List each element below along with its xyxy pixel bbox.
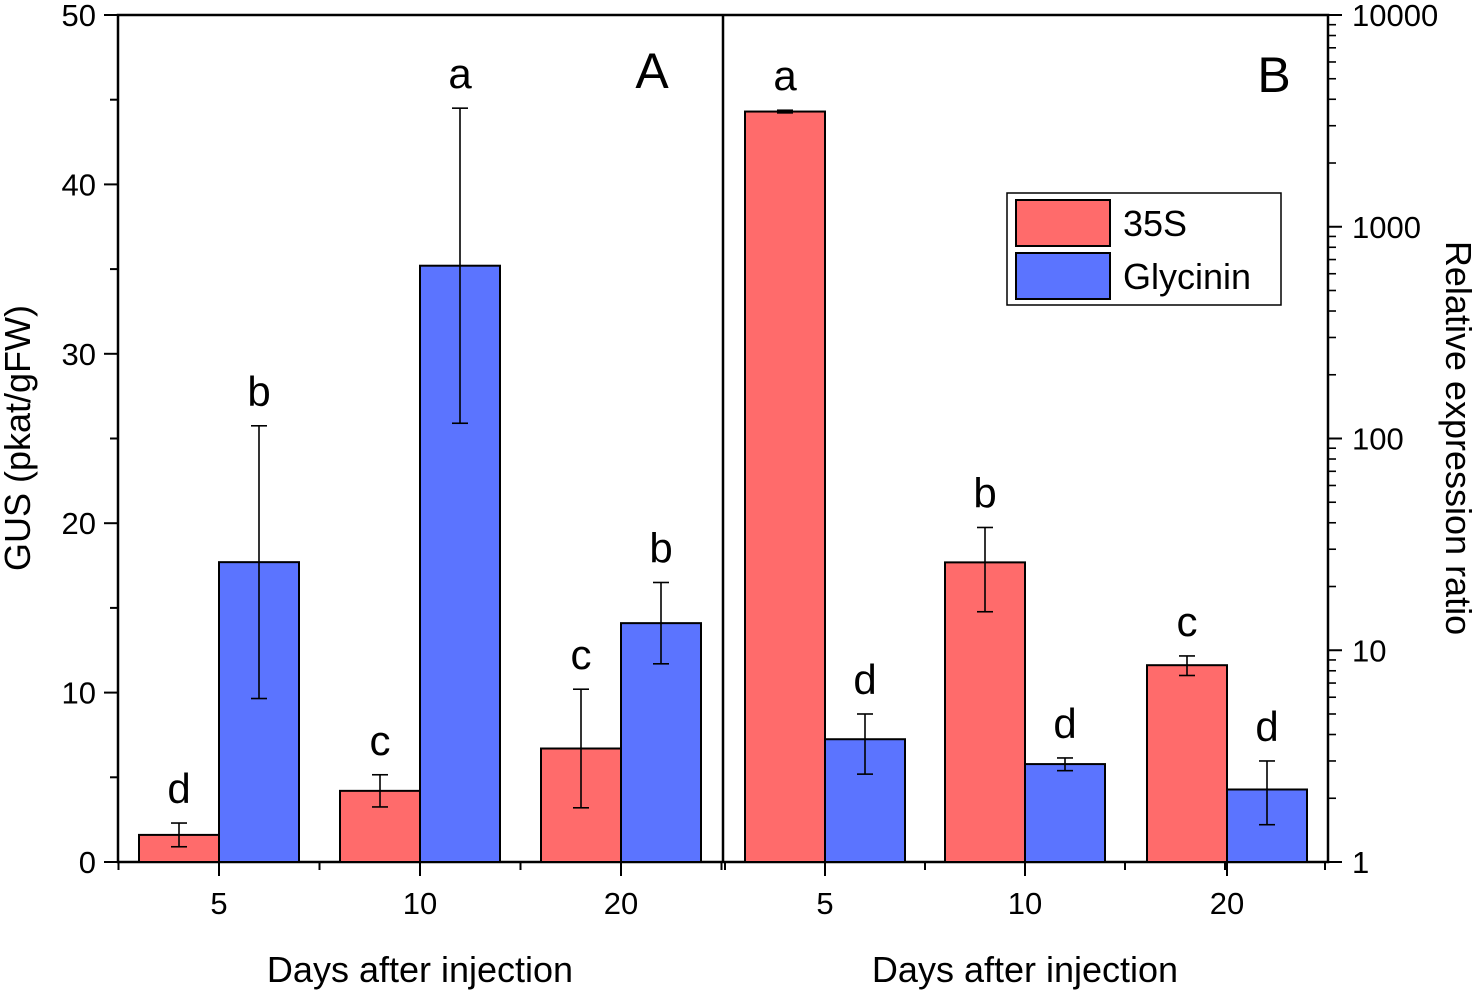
legend-label-35s: 35S (1123, 203, 1187, 244)
axis-tick-labels: 0 10 20 30 40 50 1 10 100 1000 10000 5 10 20 5 10 20 (62, 0, 1439, 921)
legend: 35S Glycinin (1006, 192, 1282, 306)
bar-glycinin-1 (1024, 763, 1106, 863)
left-y-tick-label: 0 (79, 845, 96, 880)
left-y-tick-label: 30 (62, 337, 96, 372)
significance-letter-35s-2: c (571, 631, 592, 678)
significance-letter-glycinin-1: a (448, 50, 472, 97)
panel-a-x-tick-label: 10 (403, 886, 437, 921)
right-y-tick-label: 10 (1352, 633, 1386, 668)
panel-a-label: A (635, 43, 669, 99)
significance-letter-35s-0: a (773, 52, 797, 99)
right-y-axis-title: Relative expression ratio (1438, 241, 1476, 635)
right-y-tick-label: 10000 (1352, 0, 1438, 33)
panel-a-x-tick-label: 5 (210, 886, 227, 921)
panel-a-x-axis-title: Days after injection (267, 949, 573, 990)
right-y-tick-label: 100 (1352, 422, 1404, 457)
legend-swatch-glycinin (1015, 252, 1111, 300)
left-y-tick-label: 20 (62, 506, 96, 541)
significance-letter-glycinin-0: d (853, 656, 876, 703)
axis-ticks (104, 14, 1342, 876)
panel-a-x-tick-label: 20 (604, 886, 638, 921)
significance-letter-glycinin-1: d (1053, 700, 1076, 747)
right-y-tick-label: 1000 (1352, 210, 1421, 245)
bar-35s-2 (1146, 664, 1228, 864)
panel-b-bars: a b c d d d (744, 52, 1308, 864)
significance-letter-35s-1: b (973, 469, 996, 516)
left-y-tick-label: 10 (62, 676, 96, 711)
significance-letter-glycinin-2: d (1255, 703, 1278, 750)
legend-label-glycinin: Glycinin (1123, 256, 1251, 297)
panel-b-x-tick-label: 5 (816, 886, 833, 921)
panel-b-x-axis-title: Days after injection (872, 949, 1178, 990)
significance-letter-35s-2: c (1177, 598, 1198, 645)
legend-swatch-35s (1015, 199, 1111, 247)
significance-letter-35s-1: c (370, 717, 391, 764)
panel-a-bars: d c c b a b (138, 50, 702, 864)
significance-letter-35s-0: d (167, 765, 190, 812)
panel-b-x-tick-label: 20 (1210, 886, 1244, 921)
panel-b-label: B (1257, 47, 1290, 103)
right-y-tick-label: 1 (1352, 845, 1369, 880)
significance-letter-glycinin-2: b (649, 524, 672, 571)
left-y-tick-label: 40 (62, 167, 96, 202)
panel-b-x-tick-label: 10 (1008, 886, 1042, 921)
bar-35s-0 (744, 110, 826, 864)
significance-letter-glycinin-0: b (247, 368, 270, 415)
left-y-axis-title: GUS (pkat/gFW) (0, 305, 38, 571)
left-y-tick-label: 50 (62, 0, 96, 33)
